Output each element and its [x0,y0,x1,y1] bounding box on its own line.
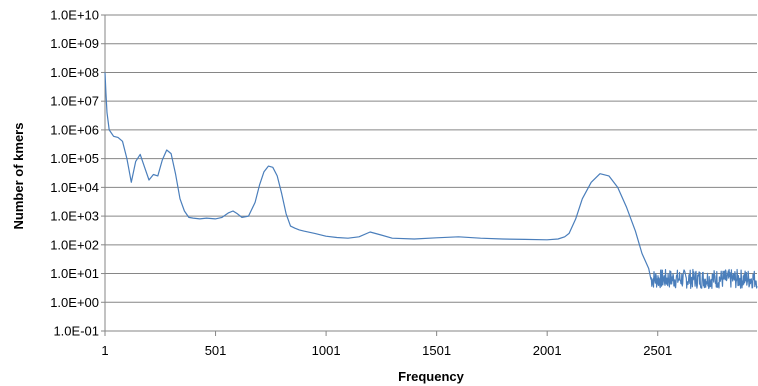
y-tick-label: 1.0E+01 [50,266,99,281]
x-tick-label: 501 [205,343,227,358]
y-axis-title: Number of kmers [11,123,26,230]
x-tick-label: 1 [101,343,108,358]
x-tick-label: 2001 [533,343,562,358]
y-tick-label: 1.0E-01 [53,324,99,339]
series-line [104,72,758,290]
y-tick-label: 1.0E+02 [50,237,99,252]
x-tick-labels: 1 501 1001 1501 2001 2501 [101,331,672,358]
x-tick-label: 2501 [643,343,672,358]
y-tick-label: 1.0E+04 [50,180,99,195]
axes [104,15,757,332]
y-tick-label: 1.0E+05 [50,151,99,166]
y-tick-label: 1.0E+00 [50,295,99,310]
x-tick-label: 1001 [312,343,341,358]
y-tick-labels: 1.0E-01 1.0E+00 1.0E+01 1.0E+02 1.0E+03 1.0E+… [50,8,99,339]
gridlines [101,14,757,332]
series-layer [104,72,758,290]
y-tick-label: 1.0E+09 [50,36,99,51]
x-axis-title: Frequency [398,369,465,384]
x-tick-label: 1501 [422,343,451,358]
y-tick-label: 1.0E+06 [50,122,99,137]
y-tick-label: 1.0E+10 [50,8,99,23]
y-tick-label: 1.0E+08 [50,65,99,80]
y-tick-label: 1.0E+03 [50,209,99,224]
y-tick-label: 1.0E+07 [50,94,99,109]
